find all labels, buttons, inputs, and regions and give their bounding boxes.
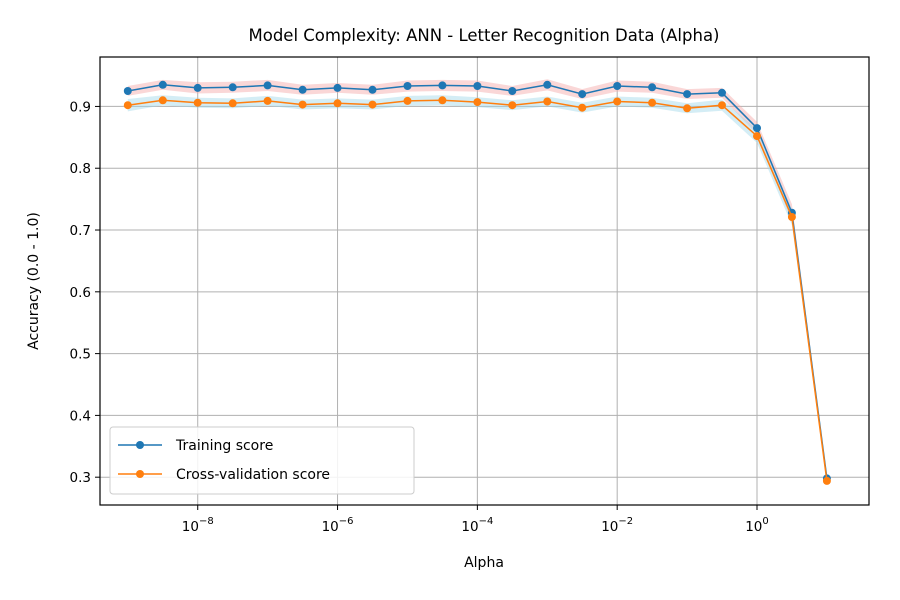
point-series-1 — [368, 100, 377, 109]
point-series-1 — [193, 98, 202, 107]
y-tick-label: 0.6 — [70, 285, 91, 301]
x-tick-label: 100 — [745, 516, 769, 535]
x-tick-label: 10−8 — [182, 516, 214, 535]
x-tick-label: 10−4 — [461, 516, 493, 535]
point-series-1 — [333, 99, 342, 108]
legend-label-cross-validation: Cross-validation score — [176, 467, 330, 483]
y-tick-label: 0.9 — [70, 99, 91, 115]
point-series-1 — [683, 104, 692, 113]
point-series-0 — [333, 83, 342, 92]
point-series-0 — [298, 85, 307, 94]
x-axis-ticks: 10−8 10−6 10−4 10−2 100 — [182, 505, 769, 535]
point-series-1 — [228, 99, 237, 108]
point-series-1 — [508, 101, 517, 110]
chart-title: Model Complexity: ANN - Letter Recogniti… — [248, 26, 719, 45]
point-series-1 — [822, 476, 831, 485]
x-tick-label: 10−2 — [601, 516, 633, 535]
legend: Training score Cross-validation score — [109, 426, 415, 495]
grid-lines — [100, 57, 869, 505]
point-series-0 — [543, 80, 552, 89]
point-series-0 — [718, 88, 726, 97]
point-series-1 — [787, 213, 796, 221]
point-series-0 — [683, 90, 692, 99]
legend-marker-training — [136, 441, 144, 449]
point-series-0 — [228, 83, 237, 92]
y-axis-ticks: 0.3 0.4 0.5 0.6 0.7 0.8 0.9 — [70, 99, 100, 486]
point-series-1 — [263, 96, 272, 105]
point-series-0 — [578, 90, 587, 99]
point-series-0 — [263, 81, 272, 90]
point-series-0 — [473, 82, 482, 90]
point-series-0 — [403, 82, 412, 90]
series-layer — [123, 80, 831, 485]
x-axis-label: Alpha — [464, 555, 504, 571]
point-series-0 — [193, 83, 202, 92]
point-series-0 — [648, 83, 657, 92]
y-tick-label: 0.3 — [70, 470, 91, 486]
point-series-1 — [473, 98, 482, 107]
point-series-1 — [543, 97, 552, 106]
y-tick-label: 0.5 — [70, 347, 91, 363]
point-series-0 — [753, 124, 761, 133]
y-tick-label: 0.7 — [70, 223, 91, 239]
y-axis-label: Accuracy (0.0 - 1.0) — [26, 212, 42, 350]
legend-box — [109, 426, 415, 495]
point-series-1 — [403, 96, 412, 105]
point-series-1 — [648, 98, 657, 107]
point-series-1 — [718, 101, 726, 110]
point-series-0 — [508, 87, 517, 95]
y-tick-label: 0.8 — [70, 161, 91, 177]
x-tick-label: 10−6 — [322, 516, 354, 535]
point-series-1 — [123, 101, 132, 110]
legend-marker-cross-validation — [136, 470, 144, 478]
plot-frame — [99, 56, 870, 506]
y-tick-label: 0.4 — [70, 408, 91, 424]
point-series-0 — [123, 87, 132, 95]
point-series-0 — [613, 82, 622, 90]
point-series-1 — [753, 132, 761, 141]
point-series-0 — [158, 80, 167, 89]
point-series-1 — [578, 103, 587, 112]
point-series-1 — [613, 97, 622, 106]
point-series-1 — [438, 96, 447, 105]
legend-label-training: Training score — [175, 438, 273, 454]
point-series-0 — [368, 85, 377, 94]
point-series-1 — [298, 100, 307, 109]
point-series-0 — [438, 81, 447, 90]
point-series-1 — [158, 96, 167, 105]
